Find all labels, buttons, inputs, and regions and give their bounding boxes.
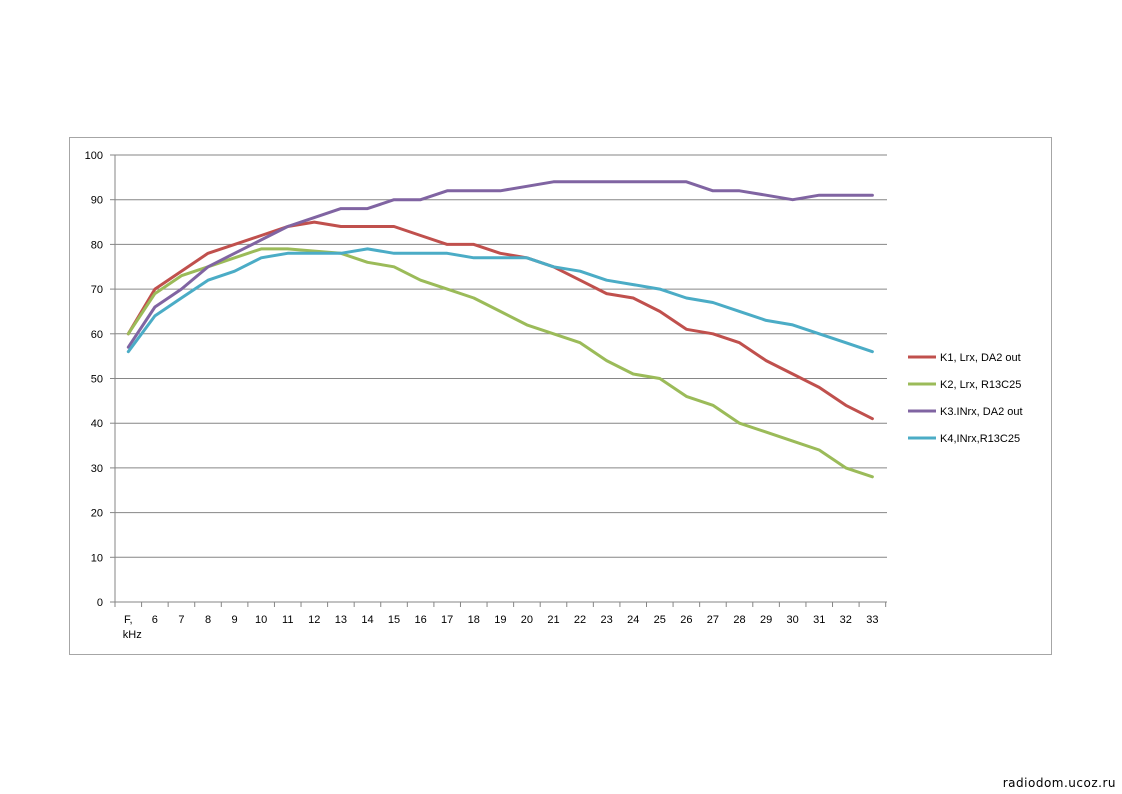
- y-tick-label: 30: [91, 463, 103, 475]
- y-tick-label: 50: [91, 374, 103, 386]
- x-tick-label: 24: [627, 614, 639, 626]
- x-tick-label: 6: [152, 614, 158, 626]
- y-tick-label: 100: [85, 150, 103, 162]
- x-tick-label: 9: [232, 614, 238, 626]
- x-tick-label: 16: [414, 614, 426, 626]
- watermark-text: radiodom.ucoz.ru: [1002, 776, 1116, 790]
- x-tick-label: 33: [866, 614, 878, 626]
- x-tick-label: 12: [308, 614, 320, 626]
- y-tick-label: 20: [91, 508, 103, 520]
- x-tick-label: 10: [255, 614, 267, 626]
- x-tick-label: 29: [760, 614, 772, 626]
- y-tick-label: 40: [91, 418, 103, 430]
- x-tick-label: 32: [840, 614, 852, 626]
- legend-label-3: K3.INrx, DA2 out: [940, 406, 1023, 418]
- series-line-4: [126, 247, 874, 354]
- x-tick-label: 18: [468, 614, 480, 626]
- x-tick-label: 11: [282, 614, 293, 626]
- x-tick-label: 20: [521, 614, 533, 626]
- x-tick-label: 26: [680, 614, 692, 626]
- x-tick-label: 23: [601, 614, 613, 626]
- line-chart: 0 10 20 30 40 50 60 70 80 90 100 F, kHz 6 7 8 9 10 11 12 13 1…: [85, 150, 1023, 641]
- y-tick-label: 90: [91, 195, 103, 207]
- series-line-2: [126, 247, 874, 479]
- x-tick-label: 31: [813, 614, 825, 626]
- y-tick-label: 0: [97, 597, 103, 609]
- legend-label-1: K1, Lrx, DA2 out: [940, 352, 1021, 364]
- x-tick-label: 22: [574, 614, 586, 626]
- series-line-3: [126, 180, 874, 349]
- x-tick-label: 30: [787, 614, 799, 626]
- legend-label-2: K2, Lrx, R13C25: [940, 379, 1021, 391]
- y-tick-label: 60: [91, 329, 103, 341]
- x-tick-label: 17: [441, 614, 453, 626]
- legend-label-4: K4,INrx,R13C25: [940, 433, 1020, 445]
- y-tick-label: 70: [91, 284, 103, 296]
- x-tick-label: 13: [335, 614, 347, 626]
- x-tick-label: 14: [361, 614, 373, 626]
- x-tick-label: F, kHz: [123, 614, 142, 641]
- chart-frame: 0 10 20 30 40 50 60 70 80 90 100 F, kHz 6 7 8 9 10 11 12 13 1…: [69, 137, 1052, 655]
- x-tick-label: 25: [654, 614, 666, 626]
- x-tick-label: 27: [707, 614, 719, 626]
- y-tick-label: 10: [91, 552, 103, 564]
- x-tick-label: 8: [205, 614, 211, 626]
- x-tick-label: 7: [178, 614, 184, 626]
- y-tick-label: 80: [91, 239, 103, 251]
- series-line-1: [126, 220, 874, 421]
- x-tick-label: 19: [494, 614, 506, 626]
- x-tick-label: 21: [547, 614, 559, 626]
- x-tick-label: 28: [733, 614, 745, 626]
- x-tick-label: 15: [388, 614, 400, 626]
